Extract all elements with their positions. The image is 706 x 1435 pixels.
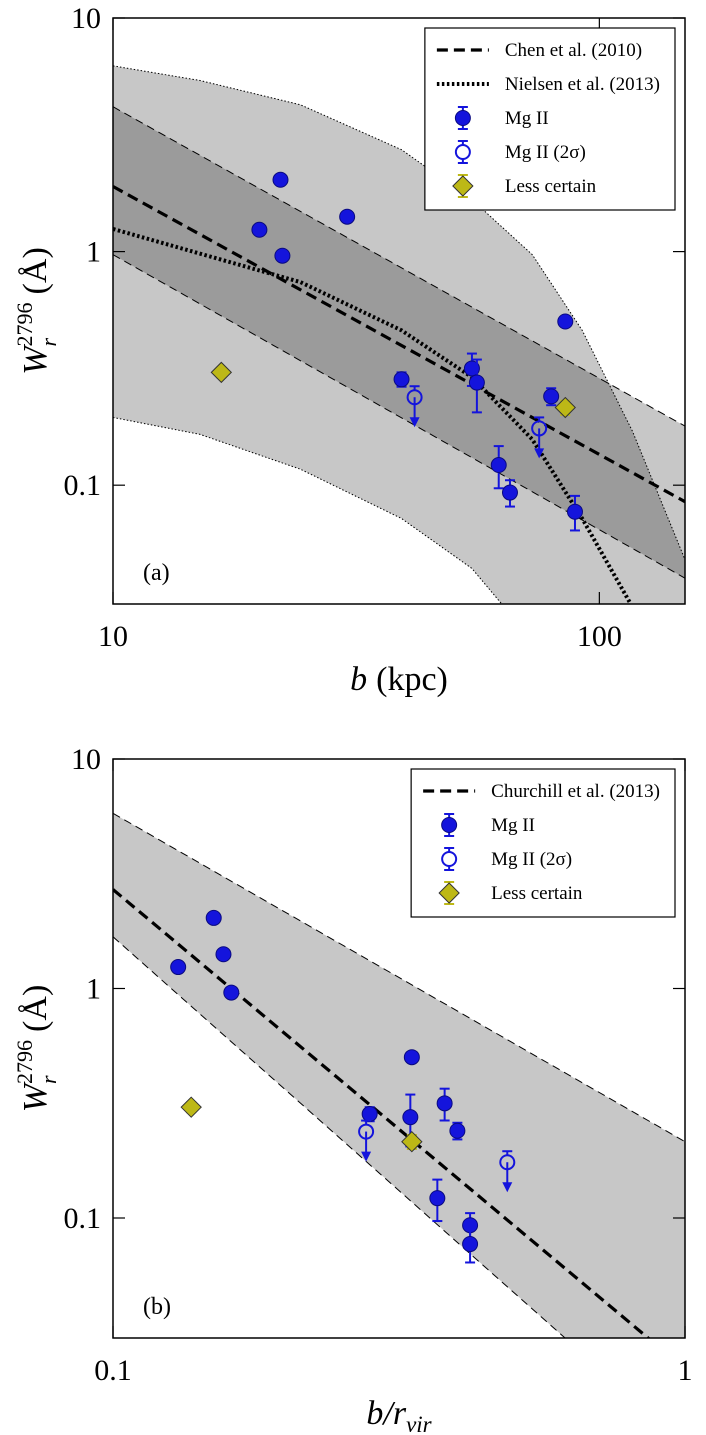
point	[205, 909, 222, 926]
point	[170, 959, 187, 976]
point	[531, 420, 548, 437]
point	[358, 1123, 375, 1140]
panel-label: (b)	[143, 1294, 171, 1320]
point	[463, 360, 480, 377]
limit-arrow-head	[361, 1151, 372, 1162]
band-edge	[113, 416, 503, 604]
legend: Churchill et al. (2013) Mg II Mg II (2σ) Le…	[410, 768, 676, 918]
point	[401, 1130, 423, 1153]
plot-area	[113, 812, 685, 1338]
band-edge	[113, 65, 685, 560]
plot-frame	[112, 17, 686, 605]
point	[449, 1122, 466, 1139]
x-label-var: b/r	[366, 1395, 406, 1432]
band	[113, 65, 685, 604]
band-edge	[113, 106, 685, 427]
legend-label: Less certain	[491, 883, 583, 904]
y-label-sup: 2796	[12, 302, 37, 346]
point	[462, 1236, 479, 1253]
point	[339, 208, 356, 225]
point	[436, 1095, 453, 1112]
band-edge	[113, 254, 685, 579]
legend-label: Mg II (2σ)	[491, 849, 572, 870]
point	[403, 1049, 420, 1066]
legend-label: Chen et al. (2010)	[505, 40, 642, 61]
point	[272, 171, 289, 188]
point	[501, 484, 518, 501]
plot-frame	[112, 758, 686, 1339]
legend-label: Mg II	[491, 815, 535, 836]
y-label-var: W	[17, 1081, 54, 1112]
x-tick-label: 0.1	[94, 1354, 132, 1387]
y-tick-label: 10	[71, 743, 101, 776]
y-axis-label: W2796r (Å)	[12, 247, 61, 375]
legend-label: Mg II	[505, 108, 549, 129]
point	[180, 1096, 202, 1118]
point	[223, 984, 240, 1001]
point	[441, 817, 458, 833]
y-label-sup: 2796	[12, 1040, 37, 1084]
legend-label: Mg II (2σ)	[505, 142, 586, 163]
x-label-unit: (kpc)	[376, 661, 448, 698]
y-tick-label: 0.1	[64, 469, 102, 502]
point	[499, 1154, 516, 1171]
point	[402, 1109, 419, 1126]
point	[438, 882, 460, 904]
point	[468, 374, 485, 391]
y-tick-label: 1	[86, 236, 101, 269]
y-label-var: W	[17, 344, 54, 375]
point	[557, 313, 574, 330]
band	[113, 813, 685, 1338]
x-tick-label: 10	[98, 620, 128, 653]
x-label-sub: vir	[406, 1412, 433, 1435]
point	[361, 1105, 378, 1122]
model-line	[113, 185, 685, 504]
y-label-sub: r	[36, 337, 61, 346]
panel-label: (a)	[143, 560, 170, 586]
point	[554, 396, 576, 419]
band-edge	[113, 936, 566, 1338]
y-label-sub: r	[36, 1075, 61, 1084]
y-tick-label: 1	[86, 972, 101, 1005]
point	[429, 1190, 446, 1207]
point	[452, 175, 474, 197]
legend: Chen et al. (2010) Nielsen et al. (2013) M…	[424, 27, 676, 211]
limit-arrow-head	[534, 448, 545, 459]
legend-label: Nielsen et al. (2013)	[505, 74, 660, 95]
point	[566, 503, 583, 520]
legend-label: Churchill et al. (2013)	[491, 781, 660, 802]
legend-label: Less certain	[505, 176, 597, 197]
model-line	[113, 888, 651, 1338]
x-label-var: b	[350, 661, 367, 698]
y-axis-label: W2796r (Å)	[12, 985, 61, 1113]
point	[210, 361, 233, 384]
point	[454, 110, 471, 126]
y-tick-label: 10	[71, 2, 101, 35]
point	[274, 247, 291, 264]
point	[251, 221, 268, 238]
x-axis-label: b/rvir	[366, 1395, 432, 1435]
limit-arrow-head	[502, 1182, 513, 1193]
point	[543, 388, 560, 405]
legend-marker	[441, 851, 458, 867]
point	[393, 371, 410, 388]
point	[215, 946, 232, 963]
limit-arrow-head	[409, 417, 420, 428]
band-edge	[113, 812, 685, 1143]
y-tick-label: 0.1	[64, 1202, 102, 1235]
x-axis-label: b (kpc)	[350, 661, 448, 698]
point	[490, 457, 507, 474]
legend-marker	[454, 144, 471, 160]
x-tick-label: 1	[678, 1354, 693, 1387]
point	[406, 389, 423, 406]
y-label-unit: (Å)	[17, 247, 54, 294]
x-tick-label: 100	[577, 620, 622, 653]
y-label-unit: (Å)	[17, 985, 54, 1032]
